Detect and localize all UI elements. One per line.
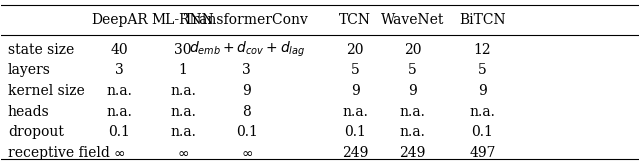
Text: n.a.: n.a. <box>170 125 196 139</box>
Text: 0.1: 0.1 <box>472 125 493 139</box>
Text: n.a.: n.a. <box>170 84 196 98</box>
Text: $d_{emb} + d_{cov} + d_{lag}$: $d_{emb} + d_{cov} + d_{lag}$ <box>189 40 305 59</box>
Text: 3: 3 <box>243 63 251 77</box>
Text: TCN: TCN <box>339 13 371 27</box>
Text: 20: 20 <box>346 43 364 57</box>
Text: 249: 249 <box>342 146 368 160</box>
Text: 9: 9 <box>351 84 360 98</box>
Text: n.a.: n.a. <box>399 105 426 119</box>
Text: kernel size: kernel size <box>8 84 84 98</box>
Text: 497: 497 <box>469 146 496 160</box>
Text: n.a.: n.a. <box>342 105 368 119</box>
Text: 0.1: 0.1 <box>344 125 366 139</box>
Text: n.a.: n.a. <box>106 84 132 98</box>
Text: 20: 20 <box>404 43 421 57</box>
Text: 0.1: 0.1 <box>108 125 130 139</box>
Text: 1: 1 <box>179 63 188 77</box>
Text: dropout: dropout <box>8 125 63 139</box>
Text: state size: state size <box>8 43 74 57</box>
Text: 3: 3 <box>115 63 124 77</box>
Text: 9: 9 <box>408 84 417 98</box>
Text: WaveNet: WaveNet <box>381 13 444 27</box>
Text: 9: 9 <box>478 84 487 98</box>
Text: 12: 12 <box>474 43 492 57</box>
Text: 9: 9 <box>243 84 251 98</box>
Text: 30: 30 <box>174 43 192 57</box>
Text: $\infty$: $\infty$ <box>241 146 253 160</box>
Text: $\infty$: $\infty$ <box>177 146 189 160</box>
Text: heads: heads <box>8 105 49 119</box>
Text: $\infty$: $\infty$ <box>113 146 125 160</box>
Text: 5: 5 <box>408 63 417 77</box>
Text: ML-RNN: ML-RNN <box>152 13 214 27</box>
Text: 249: 249 <box>399 146 426 160</box>
Text: layers: layers <box>8 63 51 77</box>
Text: 0.1: 0.1 <box>236 125 258 139</box>
Text: n.a.: n.a. <box>106 105 132 119</box>
Text: DeepAR: DeepAR <box>91 13 148 27</box>
Text: 40: 40 <box>111 43 128 57</box>
Text: 8: 8 <box>243 105 251 119</box>
Text: 5: 5 <box>351 63 360 77</box>
Text: n.a.: n.a. <box>470 105 495 119</box>
Text: BiTCN: BiTCN <box>459 13 506 27</box>
Text: n.a.: n.a. <box>399 125 426 139</box>
Text: n.a.: n.a. <box>170 105 196 119</box>
Text: TransformerConv: TransformerConv <box>184 13 309 27</box>
Text: receptive field: receptive field <box>8 146 109 160</box>
Text: 5: 5 <box>478 63 487 77</box>
